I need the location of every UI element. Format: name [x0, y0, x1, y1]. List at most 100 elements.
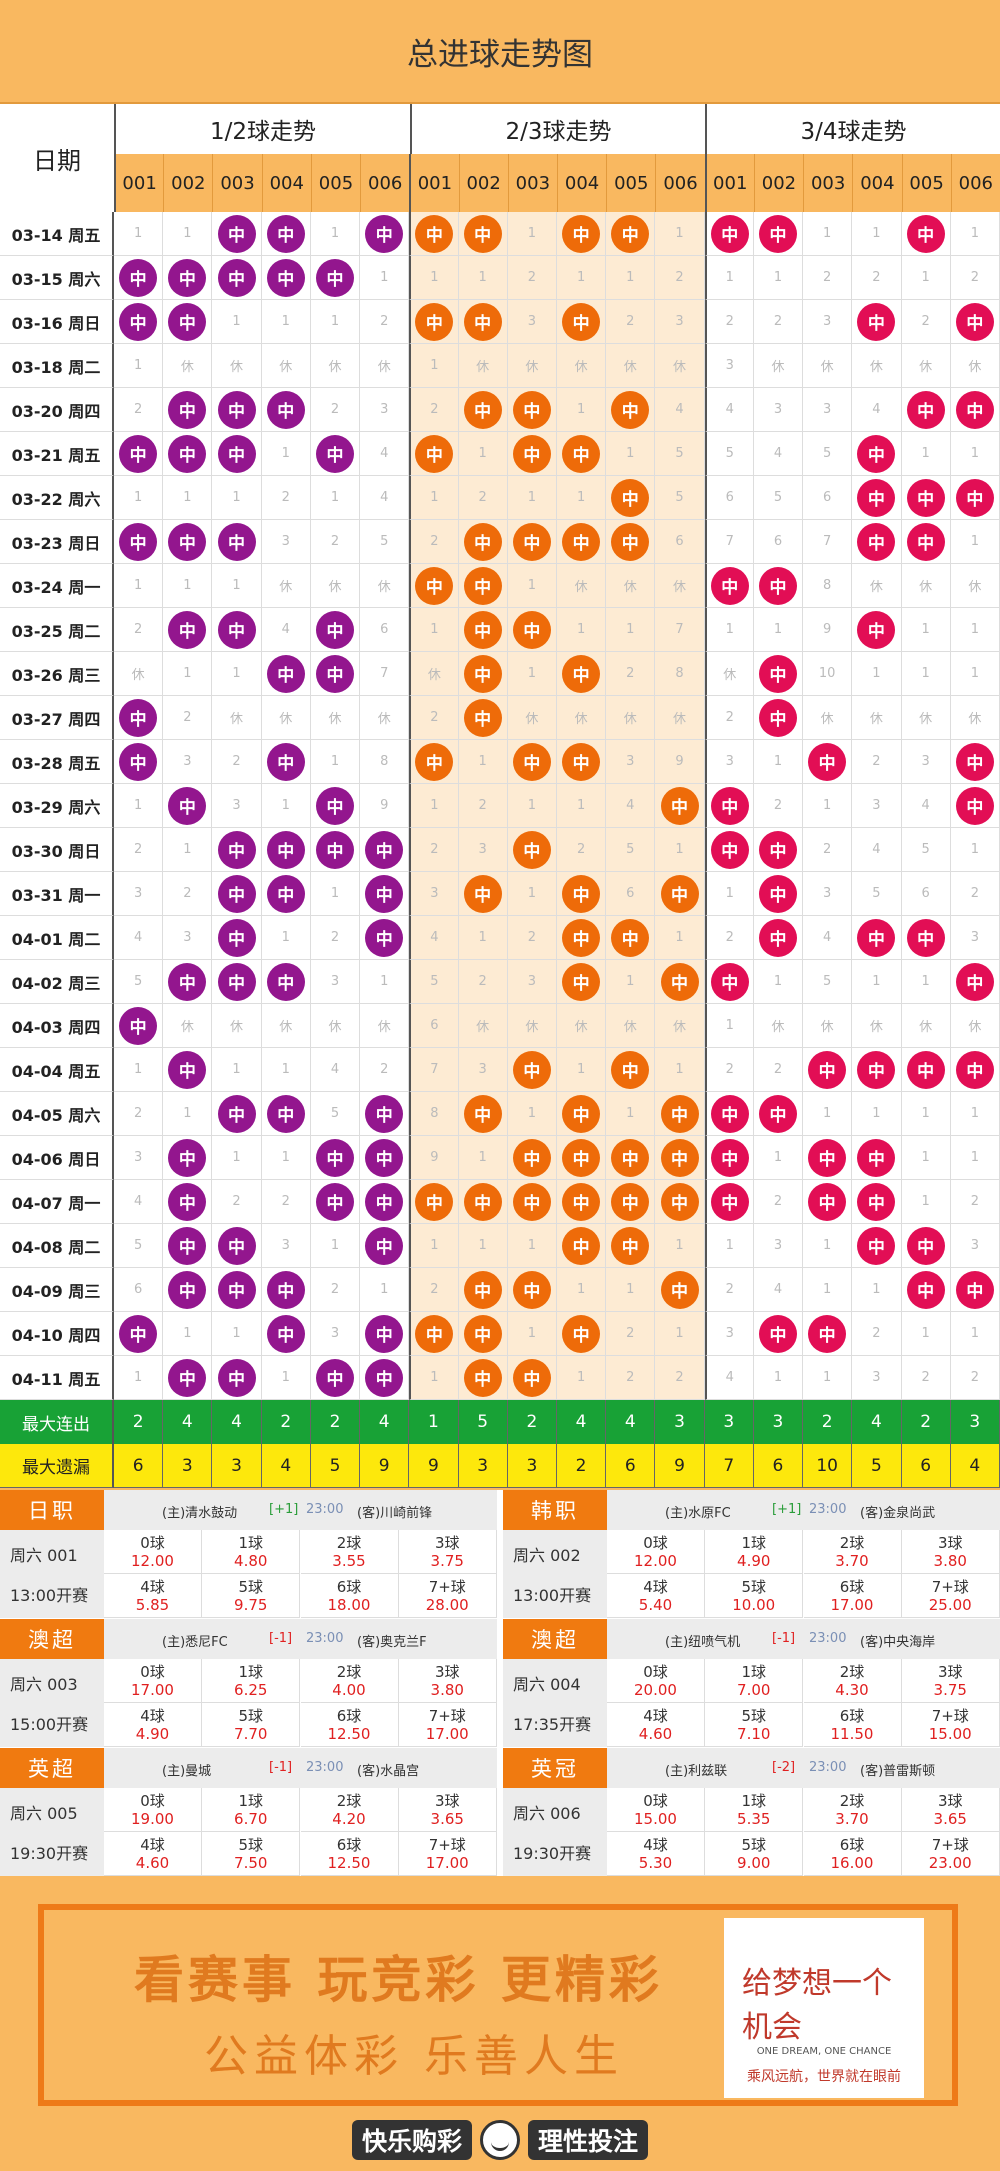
- column-number: 002: [753, 154, 803, 212]
- odds-cell[interactable]: 5球 7.70: [202, 1703, 301, 1747]
- odds-cell[interactable]: 6球 12.50: [300, 1703, 399, 1747]
- trend-cell: 5: [606, 828, 656, 872]
- odds-cell[interactable]: 6球 16.00: [803, 1832, 902, 1876]
- odds-cell[interactable]: 3球 3.75: [901, 1659, 1000, 1703]
- trend-cell: 中: [409, 1312, 459, 1356]
- odds-cell[interactable]: 6球 11.50: [803, 1703, 902, 1747]
- hit-ball: 中: [758, 1094, 797, 1133]
- row-date: 04-02 周三: [0, 960, 114, 1004]
- odds-cell[interactable]: 1球 6.70: [202, 1788, 301, 1832]
- trend-cell: 2: [409, 828, 459, 872]
- odds-cell[interactable]: 5球 10.00: [705, 1574, 804, 1618]
- hit-ball: 中: [217, 258, 256, 297]
- trend-cell: 2: [458, 476, 508, 520]
- stat-value: 2: [261, 1400, 311, 1444]
- trend-cell: 2: [310, 388, 361, 432]
- trend-cell: 2: [310, 916, 361, 960]
- match-time: 17:35开赛: [513, 1715, 592, 1734]
- odds-cell[interactable]: 0球 19.00: [104, 1788, 202, 1832]
- odds-cell[interactable]: 3球 3.65: [398, 1788, 497, 1832]
- hit-ball: 中: [611, 1182, 650, 1221]
- odds-cell[interactable]: 6球 12.50: [300, 1832, 399, 1876]
- odds-cell[interactable]: 2球 4.00: [300, 1659, 399, 1703]
- odds-cell[interactable]: 1球 7.00: [705, 1659, 804, 1703]
- odds-cell[interactable]: 7+球 25.00: [901, 1574, 1000, 1618]
- match-card[interactable]: 英冠 (主)利兹联 [-2] 23:00 (客)普雷斯顿 周六 006 19:30开赛 0球 1…: [503, 1748, 1000, 1876]
- odds-cell[interactable]: 6球 18.00: [300, 1574, 399, 1618]
- match-card[interactable]: 英超 (主)曼城 [-1] 23:00 (客)水晶宫 周六 005 19:30开赛 0球 19.…: [0, 1748, 497, 1876]
- odds-cell[interactable]: 0球 20.00: [607, 1659, 705, 1703]
- match-card[interactable]: 澳超 (主)纽喷气机 [-1] 23:00 (客)中央海岸 周六 004 17:35开赛 0球…: [503, 1619, 1000, 1747]
- hit-ball: 中: [857, 918, 896, 957]
- match-card[interactable]: 韩职 (主)水原FC [+1] 23:00 (客)金泉尚武 周六 002 13:00开赛 0球…: [503, 1490, 1000, 1618]
- trend-cell: 1: [606, 1268, 656, 1312]
- trend-cell: 6: [901, 872, 951, 916]
- odds-cell[interactable]: 2球 3.70: [803, 1788, 902, 1832]
- match-card[interactable]: 澳超 (主)悉尼FC [-1] 23:00 (客)奥克兰F 周六 003 15:00开赛 0球…: [0, 1619, 497, 1747]
- odds-cell[interactable]: 0球 15.00: [607, 1788, 705, 1832]
- odds-cell[interactable]: 4球 4.60: [104, 1832, 202, 1876]
- hit-ball: 中: [512, 1358, 551, 1397]
- hit-ball: 中: [168, 302, 207, 341]
- match-info: 周六 003 15:00开赛: [0, 1659, 104, 1747]
- odds-cell[interactable]: 3球 3.65: [901, 1788, 1000, 1832]
- odds-cell[interactable]: 3球 3.80: [901, 1530, 1000, 1574]
- odds-cell[interactable]: 7+球 23.00: [901, 1832, 1000, 1876]
- odds-cell[interactable]: 4球 4.90: [104, 1703, 202, 1747]
- goal-label: 1球: [238, 1663, 264, 1681]
- goal-label: 5球: [741, 1578, 767, 1596]
- odds-cell[interactable]: 1球 5.35: [705, 1788, 804, 1832]
- banner-slogan-1: 看赛事 玩竞彩 更精彩: [134, 1951, 663, 2009]
- odds-cell[interactable]: 2球 3.70: [803, 1530, 902, 1574]
- odds-cell[interactable]: 1球 4.80: [202, 1530, 301, 1574]
- odds-value: 17.00: [830, 1596, 874, 1614]
- hit-ball: 中: [512, 434, 551, 473]
- odds-cell[interactable]: 2球 3.55: [300, 1530, 399, 1574]
- odds-cell[interactable]: 5球 9.00: [705, 1832, 804, 1876]
- odds-cell[interactable]: 1球 6.25: [202, 1659, 301, 1703]
- odds-cell[interactable]: 0球 12.00: [104, 1530, 202, 1574]
- hit-ball: 中: [119, 434, 158, 473]
- odds-cell[interactable]: 5球 7.50: [202, 1832, 301, 1876]
- trend-cell: 休: [360, 696, 410, 740]
- trend-cell: 中: [261, 1312, 311, 1356]
- trend-cell: 5: [803, 960, 853, 1004]
- trend-cell: 1: [114, 784, 164, 828]
- odds-cell[interactable]: 3球 3.75: [398, 1530, 497, 1574]
- odds-cell[interactable]: 1球 4.90: [705, 1530, 804, 1574]
- odds-cell[interactable]: 6球 17.00: [803, 1574, 902, 1618]
- odds-cell[interactable]: 3球 3.80: [398, 1659, 497, 1703]
- trend-cell: 中: [556, 1224, 607, 1268]
- row-date: 03-30 周日: [0, 828, 114, 872]
- hit-ball: 中: [562, 1182, 601, 1221]
- odds-cell[interactable]: 4球 4.60: [607, 1703, 705, 1747]
- hit-ball: 中: [955, 1050, 994, 1089]
- trend-cell: 2: [556, 828, 607, 872]
- odds-cell[interactable]: 5球 7.10: [705, 1703, 804, 1747]
- hit-ball: 中: [463, 1094, 502, 1133]
- trend-cell: 中: [704, 564, 754, 608]
- odds-cell[interactable]: 4球 5.85: [104, 1574, 202, 1618]
- odds-cell[interactable]: 2球 4.30: [803, 1659, 902, 1703]
- trend-cell: 休: [901, 1004, 951, 1048]
- trend-row: 04-06 周日 3 中 1 1 中中 9 1 中中中中中 1 中中 1 1: [0, 1136, 1000, 1180]
- odds-cell[interactable]: 4球 5.40: [607, 1574, 705, 1618]
- odds-cell[interactable]: 7+球 28.00: [398, 1574, 497, 1618]
- hit-ball: 中: [217, 962, 256, 1001]
- row-date: 03-23 周日: [0, 520, 114, 564]
- odds-cell[interactable]: 7+球 17.00: [398, 1703, 497, 1747]
- trend-cell: 1: [458, 1136, 508, 1180]
- odds-cell[interactable]: 5球 9.75: [202, 1574, 301, 1618]
- trend-cell: 休: [852, 344, 902, 388]
- handicap: [-2]: [772, 1760, 796, 1775]
- trend-cell: 中: [507, 1136, 557, 1180]
- match-card[interactable]: 日职 (主)清水鼓动 [+1] 23:00 (客)川崎前锋 周六 001 13:00开赛 0球…: [0, 1490, 497, 1618]
- odds-cell[interactable]: 7+球 15.00: [901, 1703, 1000, 1747]
- odds-cell[interactable]: 0球 12.00: [607, 1530, 705, 1574]
- goal-label: 1球: [741, 1663, 767, 1681]
- trend-cell: 2: [704, 300, 754, 344]
- odds-cell[interactable]: 7+球 17.00: [398, 1832, 497, 1876]
- odds-cell[interactable]: 0球 17.00: [104, 1659, 202, 1703]
- odds-cell[interactable]: 4球 5.30: [607, 1832, 705, 1876]
- odds-cell[interactable]: 2球 4.20: [300, 1788, 399, 1832]
